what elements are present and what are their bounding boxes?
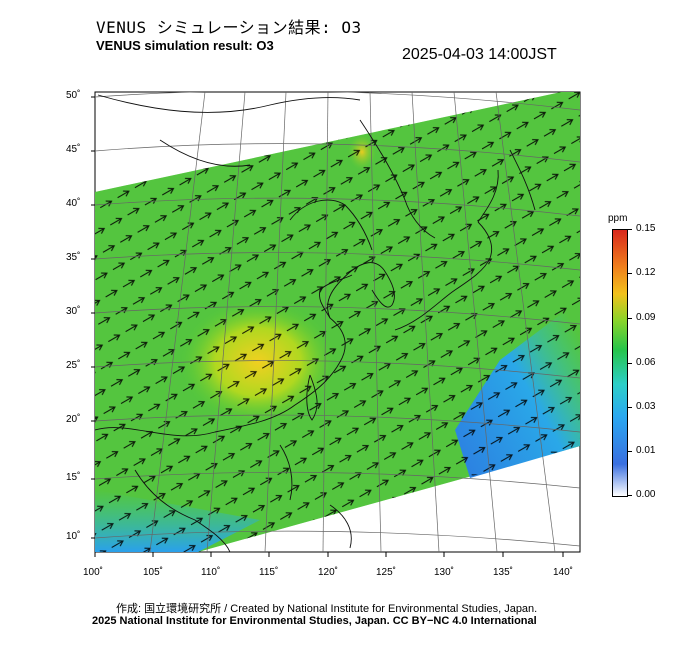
timestamp: 2025-04-03 14:00JST — [402, 46, 557, 63]
lat-label: 40˚ — [66, 198, 81, 209]
lat-label: 20˚ — [66, 414, 81, 425]
title-english: VENUS simulation result: O3 — [96, 38, 274, 53]
lon-label: 125˚ — [376, 567, 397, 578]
colorbar-tick — [627, 495, 632, 496]
colorbar-label: 0.12 — [636, 267, 656, 278]
colorbar-label: 0.06 — [636, 357, 656, 368]
title-japanese: VENUS シミュレーション結果: O3 — [96, 18, 362, 37]
lon-label: 120˚ — [318, 567, 339, 578]
lat-label: 45˚ — [66, 144, 81, 155]
colorbar-label: 0.09 — [636, 312, 656, 323]
lat-label: 15˚ — [66, 472, 81, 483]
colorbar-label: 0.01 — [636, 445, 656, 456]
lon-label: 130˚ — [434, 567, 455, 578]
colorbar — [612, 229, 628, 497]
lon-label: 100˚ — [83, 567, 104, 578]
copyright-line: 2025 National Institute for Environmenta… — [92, 615, 537, 627]
colorbar-tick — [627, 363, 632, 364]
lat-label: 35˚ — [66, 252, 81, 263]
lat-label: 50˚ — [66, 90, 81, 101]
lon-label: 140˚ — [553, 567, 574, 578]
colorbar-unit: ppm — [608, 213, 628, 224]
colorbar-tick — [627, 229, 632, 230]
colorbar-tick — [627, 451, 632, 452]
lat-label: 30˚ — [66, 306, 81, 317]
colorbar-label: 0.00 — [636, 489, 656, 500]
lat-label: 10˚ — [66, 531, 81, 542]
lat-label: 25˚ — [66, 360, 81, 371]
colorbar-tick — [627, 318, 632, 319]
lon-label: 115˚ — [259, 567, 279, 578]
colorbar-label: 0.03 — [636, 401, 656, 412]
colorbar-tick — [627, 407, 632, 408]
axis-ticks — [91, 96, 564, 557]
colorbar-tick — [627, 273, 632, 274]
lon-label: 110˚ — [201, 567, 221, 578]
coastlines — [95, 94, 536, 552]
lon-label: 135˚ — [493, 567, 514, 578]
credit-line: 作成: 国立環境研究所 / Created by National Instit… — [116, 603, 538, 615]
colorbar-label: 0.15 — [636, 223, 656, 234]
graticule — [95, 92, 580, 552]
lon-label: 105˚ — [143, 567, 164, 578]
